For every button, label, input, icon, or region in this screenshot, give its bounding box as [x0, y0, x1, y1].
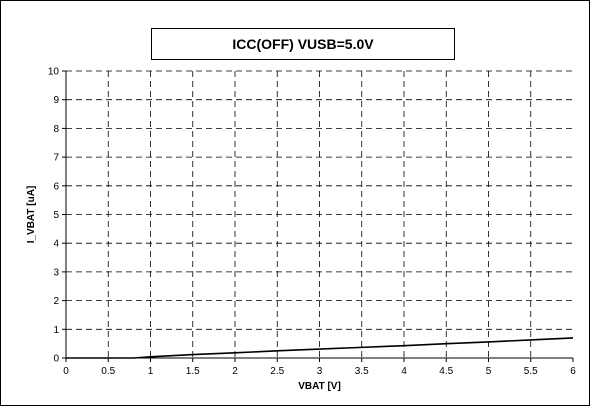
x-tick-label: 2.5	[270, 366, 284, 377]
x-tick-label: 6	[570, 366, 576, 377]
y-tick-label: 1	[53, 325, 59, 336]
x-axis-label: VBAT [V]	[298, 381, 341, 392]
series-lines	[66, 337, 574, 359]
y-tick-label: 5	[53, 210, 59, 221]
tick-labels: 0 0.5 1 1.5 2 2.5 3 3.5 4 4.5 5 5.5 6 0 1 2 3 4 5 6 7 8 9 10	[48, 67, 576, 378]
x-tick-label: 1	[148, 366, 154, 377]
x-tick-label: 4	[401, 366, 407, 377]
x-tick-label: 5.5	[524, 366, 538, 377]
x-tick-label: 1.5	[186, 366, 200, 377]
x-tick-label: 2	[232, 366, 238, 377]
y-tick-label: 2	[53, 296, 59, 307]
x-tick-label: 0	[63, 366, 69, 377]
x-tick-label: 3	[317, 366, 323, 377]
y-tick-label: 9	[53, 95, 59, 106]
y-axis-label: I_VBAT [uA]	[26, 186, 37, 244]
y-tick-label: 6	[53, 181, 59, 192]
series-line	[66, 337, 574, 359]
y-tick-label: 7	[53, 153, 59, 164]
x-tick-label: 5	[486, 366, 492, 377]
y-tick-label: 4	[53, 239, 59, 250]
y-tick-label: 0	[53, 354, 59, 365]
x-tick-label: 4.5	[439, 366, 453, 377]
y-tick-label: 3	[53, 267, 59, 278]
x-tick-label: 0.5	[101, 366, 115, 377]
chart-title-box: ICC(OFF) VUSB=5.0V	[151, 28, 455, 60]
y-tick-label: 8	[53, 124, 59, 135]
x-tick-label: 3.5	[355, 366, 369, 377]
axes	[62, 70, 574, 362]
grid-lines	[66, 70, 573, 358]
y-tick-label: 10	[48, 67, 60, 78]
chart-title: ICC(OFF) VUSB=5.0V	[232, 36, 374, 52]
